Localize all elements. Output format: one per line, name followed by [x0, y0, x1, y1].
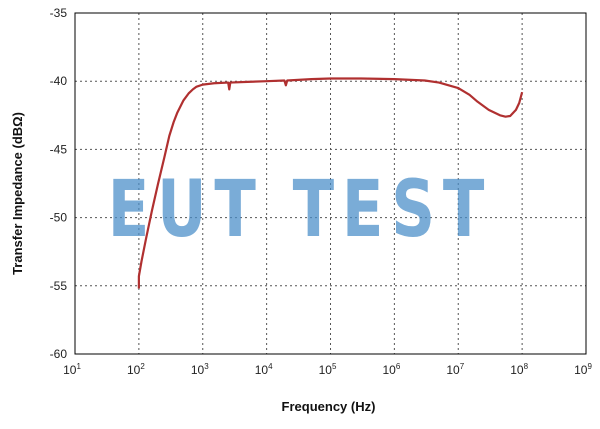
x-axis-title: Frequency (Hz): [282, 399, 376, 414]
y-tick-label: -35: [50, 6, 68, 20]
series-layer: [137, 77, 524, 289]
plot-area-frame: [74, 12, 587, 355]
y-tick-label: -40: [50, 74, 68, 88]
x-tick-label: 107: [446, 362, 464, 377]
y-tick-label: -60: [50, 347, 68, 361]
x-tick-base: 10: [382, 363, 396, 377]
y-axis-title: Transfer Impedance (dBΩ): [10, 112, 25, 275]
y-tick-label: -55: [50, 279, 68, 293]
x-tick-base: 10: [63, 363, 77, 377]
x-tick-label: 109: [574, 362, 592, 377]
x-tick-base: 10: [574, 363, 588, 377]
x-tick-exponent: 9: [587, 362, 592, 371]
x-tick-label: 108: [510, 362, 528, 377]
x-tick-base: 10: [127, 363, 141, 377]
x-tick-base: 10: [319, 363, 333, 377]
x-tick-exponent: 1: [76, 362, 81, 371]
x-tick-exponent: 8: [524, 362, 529, 371]
x-tick-label: 103: [191, 362, 209, 377]
x-tick-label: 105: [319, 362, 337, 377]
tick-labels: 101 102 103 104 105 106 107 108 109-35-40-45-50-…: [50, 6, 593, 377]
x-tick-exponent: 6: [396, 362, 401, 371]
x-tick-exponent: 3: [204, 362, 209, 371]
x-tick-label: 106: [382, 362, 400, 377]
x-tick-exponent: 2: [140, 362, 145, 371]
x-tick-base: 10: [446, 363, 460, 377]
series-line: [137, 77, 524, 289]
y-tick-label: -50: [50, 211, 68, 225]
x-tick-base: 10: [191, 363, 205, 377]
x-tick-label: 102: [127, 362, 145, 377]
x-tick-exponent: 7: [460, 362, 465, 371]
y-tick-label: -45: [50, 142, 68, 156]
x-tick-label: 104: [255, 362, 273, 377]
x-tick-label: 101: [63, 362, 81, 377]
x-tick-base: 10: [255, 363, 269, 377]
x-tick-exponent: 4: [268, 362, 273, 371]
x-tick-exponent: 5: [332, 362, 337, 371]
x-tick-base: 10: [510, 363, 524, 377]
grid-layer: [75, 13, 586, 354]
